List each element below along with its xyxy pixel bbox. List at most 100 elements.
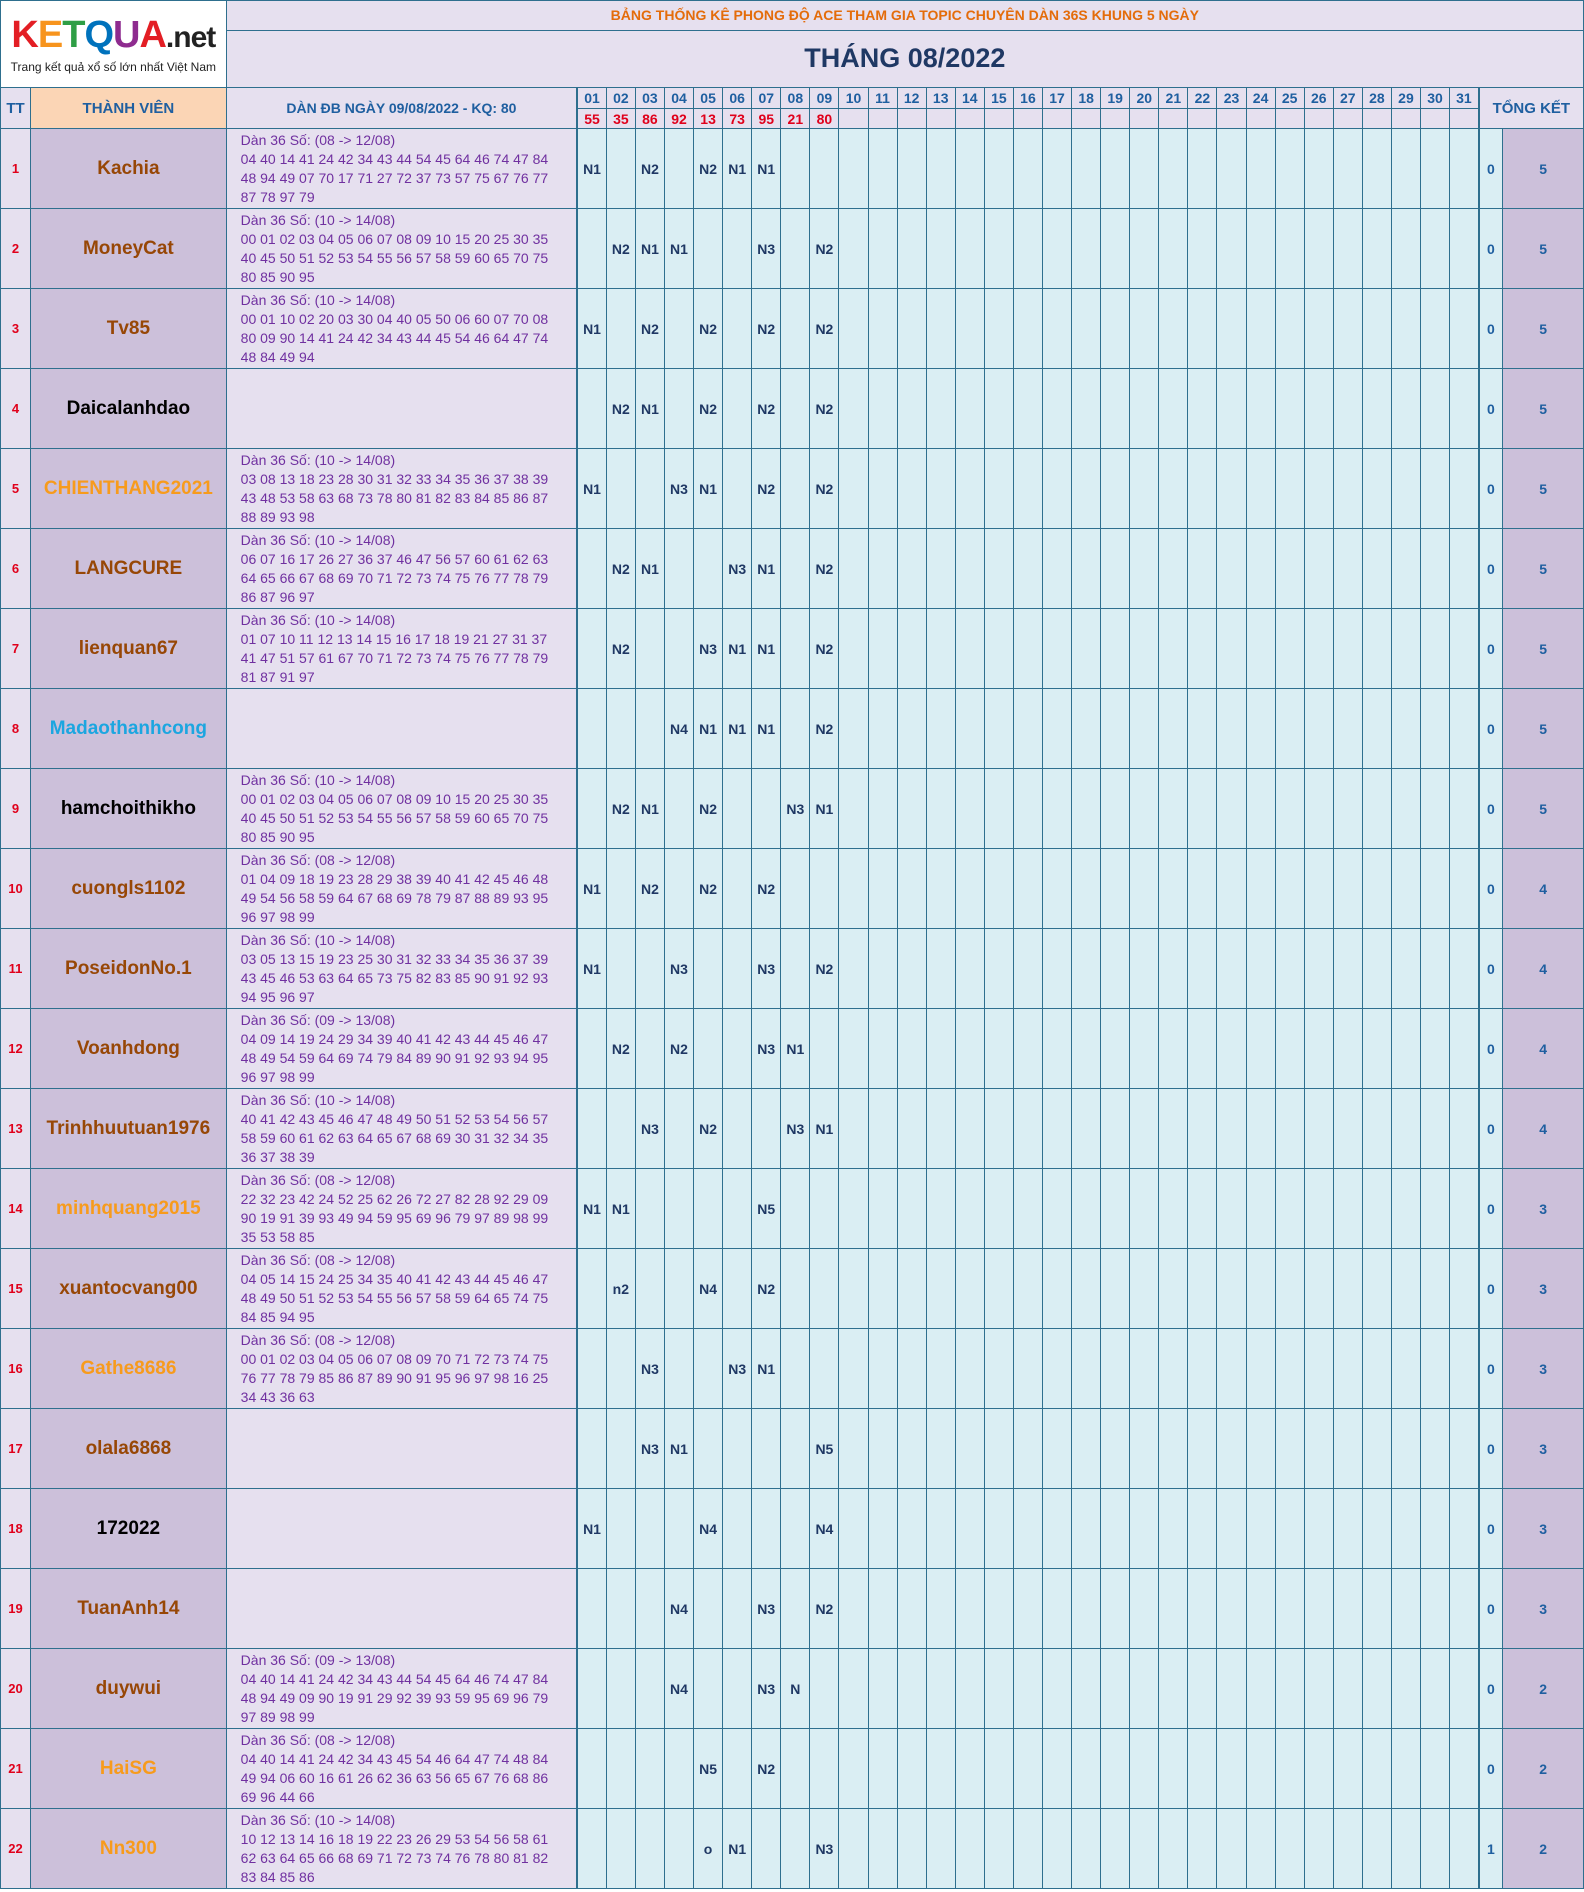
day-cell-08 <box>780 1328 811 1409</box>
member-name[interactable]: HaiSG <box>30 1728 227 1809</box>
dan-line: Dàn 36 Số: (09 -> 13/08) <box>240 1652 396 1668</box>
day-cell-10 <box>838 1248 869 1329</box>
logo-letter: T <box>62 13 85 56</box>
day-cell-05: N2 <box>693 128 724 209</box>
day-cell-27 <box>1332 1088 1363 1169</box>
day-cell-21 <box>1158 1728 1189 1809</box>
day-cell-17 <box>1041 1808 1073 1889</box>
summary-total: 5 <box>1502 768 1584 849</box>
day-cell-20 <box>1129 1008 1160 1089</box>
day-cell-14 <box>954 1648 985 1729</box>
day-cell-27 <box>1332 128 1363 209</box>
dan-line: 94 95 96 97 <box>240 989 315 1005</box>
day-cell-14 <box>954 688 985 769</box>
day-cell-26 <box>1303 928 1334 1009</box>
day-cell-24 <box>1245 928 1276 1009</box>
row-number: 3 <box>0 288 32 369</box>
day-cell-07: N3 <box>751 1008 782 1089</box>
dan-numbers: Dàn 36 Số: (10 -> 14/08) 03 05 13 15 19 2… <box>227 930 575 1008</box>
member-name[interactable]: Nn300 <box>30 1808 227 1889</box>
day-cell-05 <box>693 1408 724 1489</box>
day-cell-02: N2 <box>605 608 636 689</box>
day-cell-29 <box>1390 528 1422 609</box>
day-cell-12 <box>896 528 927 609</box>
day-cell-07: N3 <box>751 928 782 1009</box>
day-cell-14 <box>954 1408 985 1489</box>
day-cell-14 <box>954 928 985 1009</box>
day-cell-05 <box>693 1648 724 1729</box>
day-cell-08 <box>780 288 811 369</box>
day-header-06: 06 <box>722 87 753 109</box>
day-cell-06 <box>722 848 753 929</box>
dan-line: 43 45 46 53 63 64 65 73 75 82 83 85 90 9… <box>240 970 549 986</box>
day-cell-11 <box>867 448 898 529</box>
member-name[interactable]: MoneyCat <box>30 208 227 289</box>
member-name[interactable]: duywui <box>30 1648 227 1729</box>
day-cell-29 <box>1390 288 1422 369</box>
day-cell-19 <box>1100 688 1131 769</box>
day-cell-31 <box>1449 1568 1480 1649</box>
logo[interactable]: KETQUA.net Trang kết quả xổ số lớn nhất … <box>0 0 227 88</box>
member-name[interactable]: Voanhdong <box>30 1008 227 1089</box>
dan-line: 35 53 58 85 <box>240 1229 315 1245</box>
day-cell-05 <box>693 1568 724 1649</box>
day-cell-21 <box>1158 1088 1189 1169</box>
day-cell-18 <box>1071 1488 1102 1569</box>
member-name[interactable]: lienquan67 <box>30 608 227 689</box>
day-cell-11 <box>867 848 898 929</box>
day-cell-16 <box>1012 1728 1043 1809</box>
day-cell-13 <box>925 1808 956 1889</box>
member-name[interactable]: Kachia <box>30 128 227 209</box>
day-cell-20 <box>1129 448 1160 529</box>
day-cell-19 <box>1100 608 1131 689</box>
day-cell-09 <box>809 1248 840 1329</box>
day-cell-18 <box>1071 1568 1102 1649</box>
member-name[interactable]: Trinhhuutuan1976 <box>30 1088 227 1169</box>
day-cell-01: N1 <box>576 1488 607 1569</box>
day-cell-18 <box>1071 608 1102 689</box>
day-cell-19 <box>1100 1648 1131 1729</box>
day-cell-13 <box>925 208 956 289</box>
member-row: 4 Daicalanhdao N2 N1 N2 N2 N2 0 5 <box>0 368 1584 449</box>
member-name[interactable]: TuanAnh14 <box>30 1568 227 1649</box>
day-cell-18 <box>1071 1328 1102 1409</box>
day-cell-15 <box>983 528 1014 609</box>
member-name[interactable]: LANGCURE <box>30 528 227 609</box>
day-cell-16 <box>1012 528 1043 609</box>
member-name[interactable]: minhquang2015 <box>30 1168 227 1249</box>
member-name[interactable]: hamchoithikho <box>30 768 227 849</box>
member-name[interactable]: PoseidonNo.1 <box>30 928 227 1009</box>
day-cell-10 <box>838 528 869 609</box>
day-cell-26 <box>1303 688 1334 769</box>
member-name[interactable]: Daicalanhdao <box>30 368 227 449</box>
member-dan: Dàn 36 Số: (10 -> 14/08) 03 08 13 18 23 2… <box>225 448 579 529</box>
day-cell-12 <box>896 1648 927 1729</box>
member-name[interactable]: 172022 <box>30 1488 227 1569</box>
member-name[interactable]: Tv85 <box>30 288 227 369</box>
day-cell-21 <box>1158 1488 1189 1569</box>
member-name[interactable]: Gathe8686 <box>30 1328 227 1409</box>
member-name[interactable]: cuongls1102 <box>30 848 227 929</box>
member-name[interactable]: CHIENTHANG2021 <box>30 448 227 529</box>
day-cell-28 <box>1361 1568 1392 1649</box>
day-cell-26 <box>1303 1488 1334 1569</box>
result-26 <box>1303 108 1334 129</box>
day-cell-28 <box>1361 128 1392 209</box>
member-name[interactable]: xuantocvang00 <box>30 1248 227 1329</box>
day-cell-21 <box>1158 1648 1189 1729</box>
day-cell-05: N1 <box>693 688 724 769</box>
day-cell-21 <box>1158 1568 1189 1649</box>
member-name[interactable]: olala6868 <box>30 1408 227 1489</box>
day-cell-06 <box>722 1168 753 1249</box>
day-cell-15 <box>983 1248 1014 1329</box>
day-cell-15 <box>983 1808 1014 1889</box>
day-cell-25 <box>1274 208 1305 289</box>
logo-letter: A <box>139 13 166 56</box>
member-dan: Dàn 36 Số: (10 -> 14/08) 03 05 13 15 19 2… <box>225 928 579 1009</box>
day-cell-08: N3 <box>780 1088 811 1169</box>
summary-total: 5 <box>1502 448 1584 529</box>
row-number: 9 <box>0 768 32 849</box>
day-cell-14 <box>954 128 985 209</box>
day-cell-23 <box>1216 1168 1247 1249</box>
member-name[interactable]: Madaothanhcong <box>30 688 227 769</box>
